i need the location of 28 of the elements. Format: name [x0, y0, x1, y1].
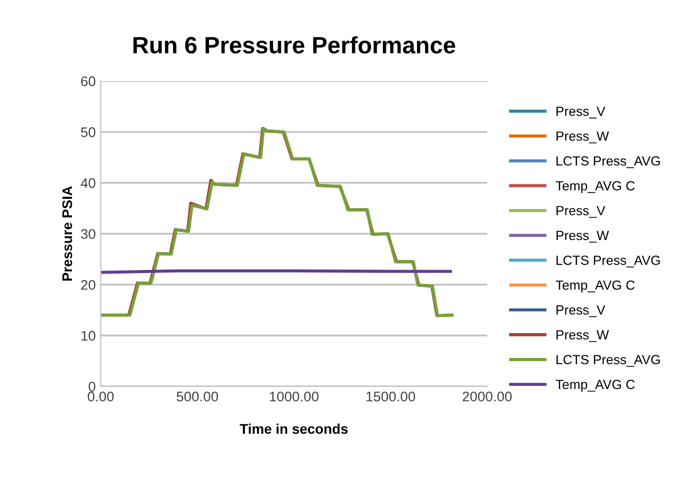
legend-label: Press_W — [556, 230, 609, 243]
chart-title: Run 6 Pressure Performance — [133, 36, 456, 54]
legend-label: Press_W — [556, 132, 609, 144]
legend-label: Temp_AVG C — [556, 280, 635, 292]
x-tick-label: 0.00 — [88, 392, 114, 402]
legend-label: Press_V — [556, 206, 606, 218]
y-tick-label: 50 — [80, 127, 96, 138]
legend-label: Press_V — [556, 106, 606, 118]
x-axis-title: Time in seconds — [240, 424, 348, 434]
y-axis-title: Pressure PSIA — [62, 186, 72, 281]
x-tick-label: 1500.00 — [366, 392, 416, 402]
legend-label: LCTS Press_AVG — [556, 156, 660, 168]
legend-label: Temp_AVG C — [556, 181, 635, 194]
legend-label: LCTS Press_AVG — [556, 256, 660, 268]
legend-label: Press_V — [556, 305, 606, 318]
line-series — [100, 126, 454, 318]
y-tick-label: 0 — [88, 382, 96, 392]
legend-label: LCTS Press_AVG — [556, 354, 660, 367]
x-tick-label: 500.00 — [176, 392, 218, 402]
y-tick-label: 40 — [80, 178, 96, 188]
x-tick-label: 2000.00 — [462, 392, 512, 402]
y-tick-label: 20 — [81, 280, 96, 290]
legend-label: Press_W — [556, 330, 609, 342]
x-tick-label: 1000.00 — [270, 392, 318, 402]
y-tick-label: 60 — [81, 76, 96, 86]
y-tick-label: 10 — [81, 330, 96, 341]
y-tick-label: 30 — [80, 229, 96, 239]
legend-label: Temp_AVG C — [556, 380, 635, 392]
